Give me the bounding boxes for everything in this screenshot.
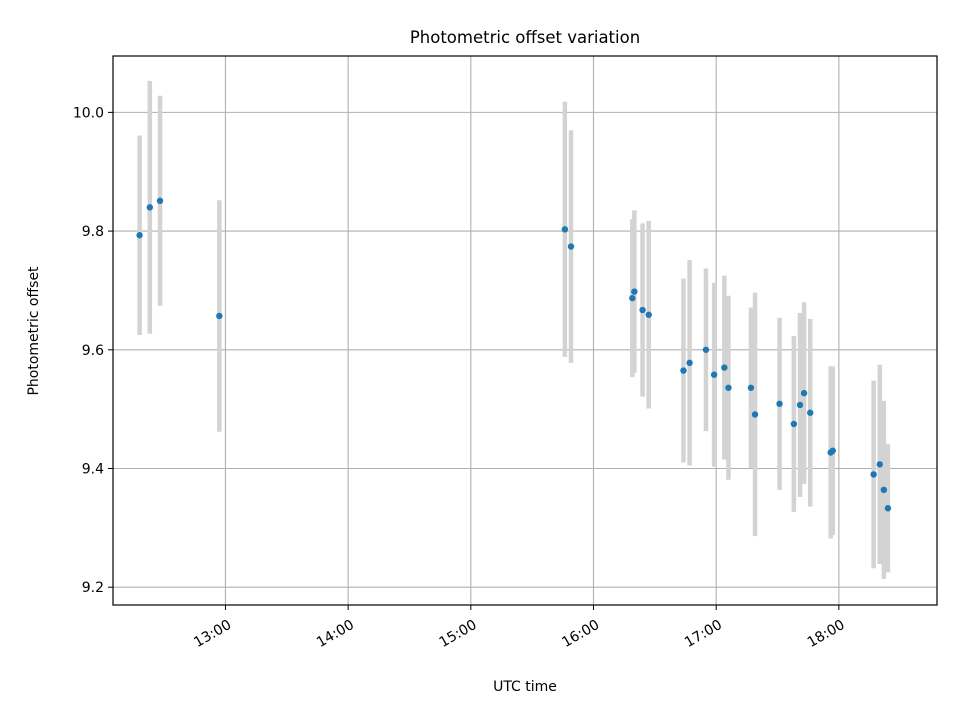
data-point	[680, 367, 687, 374]
data-point	[829, 447, 836, 454]
data-point	[216, 312, 223, 320]
x-axis-label: UTC time	[493, 679, 557, 695]
data-point	[639, 306, 646, 314]
data-point	[876, 461, 883, 468]
data-point	[884, 505, 892, 512]
y-tick-label: 9.4	[82, 461, 104, 477]
data-point	[725, 384, 732, 391]
data-point	[747, 384, 755, 391]
y-tick-label: 9.6	[82, 343, 104, 359]
data-point	[790, 420, 798, 428]
data-point	[629, 294, 636, 302]
chart-title: Photometric offset variation	[410, 28, 640, 47]
y-tick-label: 9.8	[82, 224, 104, 240]
data-point	[686, 359, 693, 367]
data-point	[645, 311, 652, 318]
data-point	[561, 226, 569, 233]
data-point	[631, 288, 638, 295]
data-point	[721, 364, 728, 371]
y-axis-label: Photometric offset	[26, 266, 42, 396]
data-point	[870, 471, 877, 478]
y-tick-label: 10.0	[73, 105, 104, 121]
data-point	[136, 232, 143, 239]
data-point	[751, 411, 759, 418]
axes-frame	[112, 55, 938, 606]
y-tick-label: 9.2	[82, 580, 104, 596]
data-point	[702, 346, 710, 353]
data-point	[807, 409, 814, 416]
data-point	[800, 389, 808, 397]
data-point	[796, 401, 804, 409]
data-point	[567, 243, 575, 250]
data-point	[776, 400, 783, 407]
data-point	[880, 486, 888, 494]
data-points	[136, 197, 892, 512]
data-point	[710, 371, 718, 378]
data-point	[156, 197, 164, 205]
data-point	[146, 204, 154, 211]
y-axis-ticks: 9.2 9.4 9.6 9.8 10.0	[73, 105, 113, 596]
